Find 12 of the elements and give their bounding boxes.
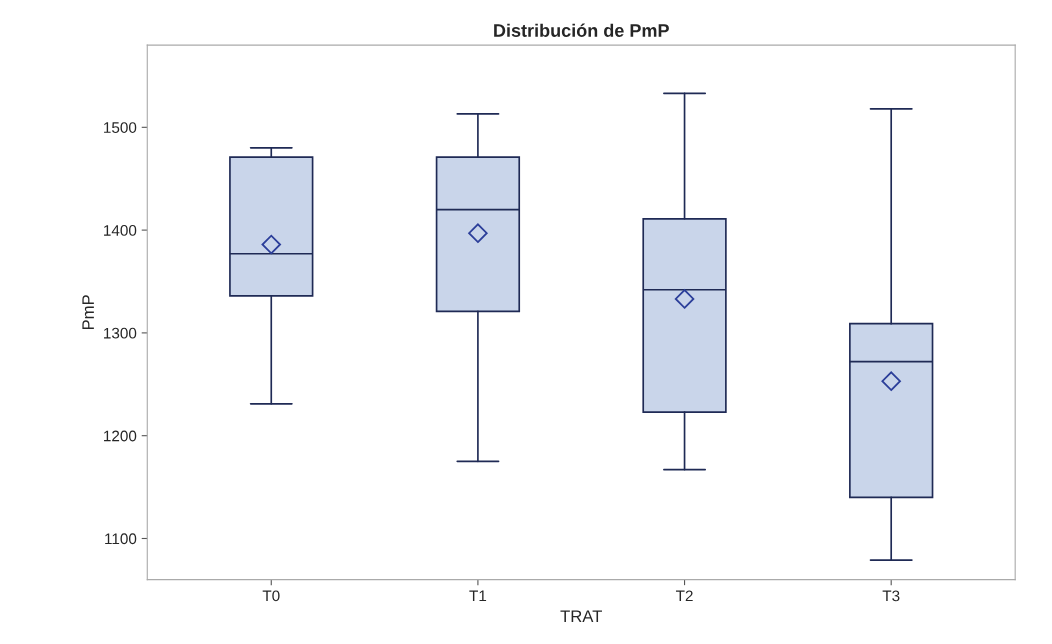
x-tick-label: T3 [882,590,900,602]
x-axis-title: TRAT [560,610,602,622]
x-tick-label: T0 [262,590,280,602]
y-tick-label: 1100 [105,533,137,545]
y-tick-label: 1200 [104,430,137,442]
x-tick-label: T2 [675,590,693,602]
y-tick-label: 1400 [104,224,137,236]
chart-title: Distribución de PmP [494,23,669,37]
y-axis-title: PmP [82,295,94,330]
x-tick-label: T1 [469,590,487,602]
y-tick-label: 1500 [104,122,137,133]
y-tick-label: 1300 [104,327,137,339]
